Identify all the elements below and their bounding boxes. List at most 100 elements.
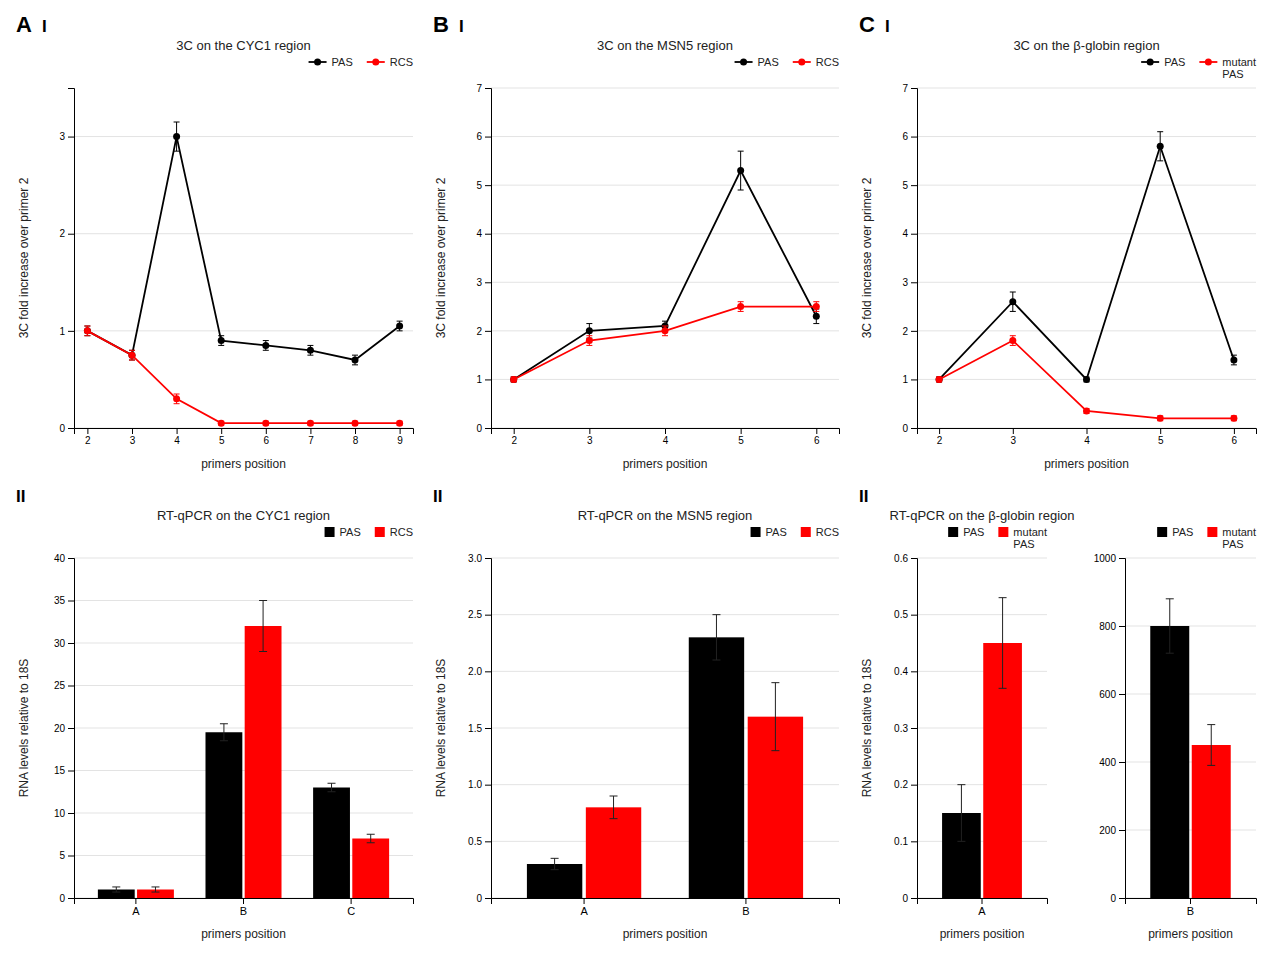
legend-entry: PAS	[1141, 56, 1185, 68]
y-tick-label: 0	[902, 423, 908, 434]
y-tick: 1.5	[468, 723, 491, 734]
x-tick-label: 2	[511, 435, 517, 446]
y-tick-mark	[68, 728, 74, 729]
y-tick: 10	[54, 808, 74, 819]
bar	[352, 839, 389, 899]
title: RT-qPCR on the MSN5 region	[578, 508, 753, 523]
x-tick: 3	[130, 428, 136, 446]
error-bar	[84, 326, 90, 336]
x-tick: 2	[85, 428, 91, 446]
error-bar	[957, 785, 965, 842]
grid-line	[491, 185, 839, 186]
y-tick-mark	[485, 898, 491, 899]
legend-label: PAS	[758, 56, 779, 68]
legend-entry: RCS	[793, 56, 839, 68]
title: RT-qPCR on the CYC1 region	[157, 508, 330, 523]
y-tick-label: 0.3	[894, 723, 908, 734]
y-tick-mark	[68, 771, 74, 772]
y-tick-label: 5	[59, 850, 65, 861]
y-tick-label: 7	[476, 83, 482, 94]
point	[1157, 415, 1164, 422]
error-bar	[259, 601, 267, 652]
error-bar	[712, 615, 720, 660]
y-tick: 5	[902, 180, 917, 191]
legend-label-line: PAS	[1172, 526, 1193, 538]
error-bar	[397, 321, 403, 331]
y-tick-label: 0.5	[468, 836, 482, 847]
line	[87, 137, 399, 360]
point	[1083, 408, 1090, 415]
point	[936, 376, 943, 383]
plot-area	[936, 132, 1238, 422]
x-tick-label: B	[240, 905, 247, 917]
y-tick-label: 35	[54, 595, 66, 606]
y-tick-label: 0	[1110, 893, 1116, 904]
title: RT-qPCR on the β-globin region	[889, 508, 1074, 523]
y-tick-label: 1000	[1094, 553, 1117, 564]
x-axis-title: primers position	[201, 927, 286, 941]
grid-line	[74, 600, 413, 601]
y-tick-label: 0	[59, 423, 65, 434]
y-tick-mark	[1119, 762, 1125, 763]
x-tick-mark	[177, 428, 178, 434]
panel-label: C	[859, 12, 875, 37]
legend-label-line: PAS	[332, 56, 353, 68]
grid-line	[74, 685, 413, 686]
y-tick-mark	[485, 282, 491, 283]
legend-label-line: PAS	[758, 56, 779, 68]
legend-swatch	[375, 527, 385, 537]
panel-label: B	[433, 12, 449, 37]
grid-line	[74, 330, 413, 331]
y-tick: 0	[476, 893, 491, 904]
x-axis: 23456	[918, 428, 1257, 446]
error-bar	[610, 796, 618, 819]
series	[1150, 599, 1189, 898]
y-tick: 5	[476, 180, 491, 191]
legend-swatch-marker	[740, 59, 747, 66]
series	[942, 785, 981, 898]
legend-swatch-marker	[1147, 59, 1154, 66]
x-axis: ABC	[75, 898, 414, 917]
y-tick-label: 1	[59, 326, 65, 337]
point	[737, 167, 744, 174]
plot-area	[942, 598, 1022, 898]
bar	[205, 732, 242, 898]
x-axis-title: primers position	[1148, 927, 1233, 941]
legend-swatch-marker	[798, 59, 805, 66]
x-axis: 23456789	[75, 428, 414, 446]
x-tick-mark	[589, 428, 590, 434]
y-tick-mark	[1119, 626, 1125, 627]
y-tick-mark	[485, 671, 491, 672]
y-tick-label: 10	[54, 808, 66, 819]
y-tick-mark	[68, 601, 74, 602]
error-bar	[352, 355, 358, 365]
y-tick-label: 2	[902, 326, 908, 337]
y-tick-label: 30	[54, 638, 66, 649]
plot: 00.10.20.30.40.50.6A	[894, 553, 1047, 917]
line	[939, 341, 1234, 419]
x-tick-mark	[816, 428, 817, 434]
grid-line	[74, 558, 413, 559]
plot-area	[527, 615, 803, 898]
x-axis-line	[918, 429, 1257, 435]
x-axis-line	[75, 899, 414, 905]
x-tick-mark	[310, 428, 311, 434]
y-tick-label: 2	[476, 326, 482, 337]
point	[662, 327, 669, 334]
series	[137, 601, 389, 899]
point	[84, 327, 91, 334]
y-tick-mark	[911, 615, 917, 616]
x-axis-title: primers position	[1044, 457, 1129, 471]
point	[396, 323, 403, 330]
grid-line	[917, 88, 1256, 89]
grid-line	[491, 88, 839, 89]
error-bar	[999, 598, 1007, 689]
point	[936, 376, 943, 383]
y-tick: 0	[902, 423, 917, 434]
point	[1230, 415, 1237, 422]
x-axis-line	[75, 429, 414, 435]
x-axis-line	[492, 899, 840, 905]
x-tick: 4	[663, 428, 669, 446]
y-tick: 400	[1099, 757, 1125, 768]
y-tick: 3.0	[468, 553, 491, 564]
